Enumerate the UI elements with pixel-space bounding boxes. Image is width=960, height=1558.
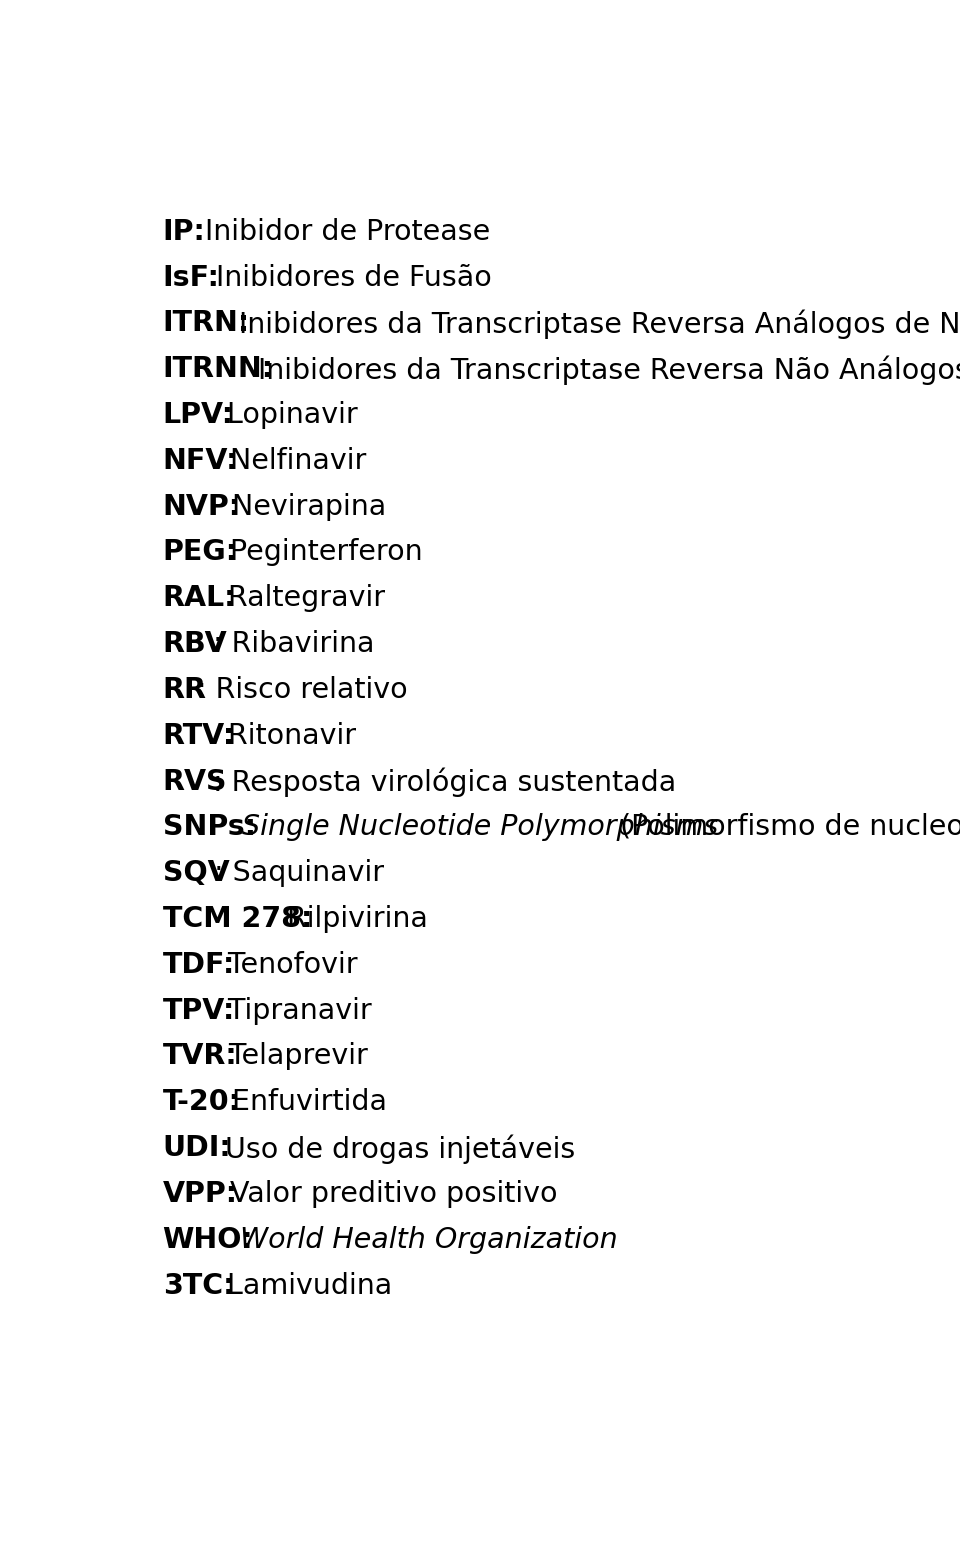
Text: RVS: RVS: [162, 768, 228, 796]
Text: Nevirapina: Nevirapina: [223, 492, 386, 520]
Text: Raltegravir: Raltegravir: [220, 584, 386, 612]
Text: Telaprevir: Telaprevir: [221, 1042, 369, 1070]
Text: Inibidor de Protease: Inibidor de Protease: [196, 218, 490, 246]
Text: Lopinavir: Lopinavir: [218, 400, 357, 428]
Text: Nelfinavir: Nelfinavir: [221, 447, 367, 475]
Text: RTV:: RTV:: [162, 721, 235, 749]
Text: Enfuvirtida: Enfuvirtida: [223, 1087, 387, 1116]
Text: VPP:: VPP:: [162, 1179, 238, 1207]
Text: LPV:: LPV:: [162, 400, 233, 428]
Text: ITRNN:: ITRNN:: [162, 355, 274, 383]
Text: Rilpivirina: Rilpivirina: [278, 905, 428, 933]
Text: Single Nucleotide Polymorphisms: Single Nucleotide Polymorphisms: [242, 813, 718, 841]
Text: TCM 278:: TCM 278:: [162, 905, 312, 933]
Text: NFV:: NFV:: [162, 447, 238, 475]
Text: TDF:: TDF:: [162, 950, 235, 978]
Text: Tenofovir: Tenofovir: [219, 950, 357, 978]
Text: SNPs:: SNPs:: [162, 813, 255, 841]
Text: RAL:: RAL:: [162, 584, 236, 612]
Text: UDI:: UDI:: [162, 1134, 231, 1162]
Text: RBV: RBV: [162, 629, 228, 657]
Text: RR: RR: [162, 676, 206, 704]
Text: Inibidores da Transcriptase Reversa Não Análogos de Nucleosídeos: Inibidores da Transcriptase Reversa Não …: [249, 355, 960, 385]
Text: Inibidores de Fusão: Inibidores de Fusão: [206, 263, 492, 291]
Text: NVP:: NVP:: [162, 492, 241, 520]
Text: Lamivudina: Lamivudina: [218, 1271, 393, 1299]
Text: World Health Organization: World Health Organization: [240, 1226, 617, 1254]
Text: Inibidores da Transcriptase Reversa Análogos de Nucleosídeos: Inibidores da Transcriptase Reversa Anál…: [230, 310, 960, 340]
Text: Ritonavir: Ritonavir: [219, 721, 355, 749]
Text: Uso de drogas injetáveis: Uso de drogas injetáveis: [216, 1134, 575, 1164]
Text: : Saquinavir: : Saquinavir: [214, 858, 384, 887]
Text: Valor preditivo positivo: Valor preditivo positivo: [221, 1179, 557, 1207]
Text: ITRN:: ITRN:: [162, 310, 250, 338]
Text: IsF:: IsF:: [162, 263, 220, 291]
Text: (Polimorfismo de nucleotídeo único): (Polimorfismo de nucleotídeo único): [611, 813, 960, 841]
Text: 3TC:: 3TC:: [162, 1271, 234, 1299]
Text: WHO:: WHO:: [162, 1226, 253, 1254]
Text: IP:: IP:: [162, 218, 205, 246]
Text: Peginterferon: Peginterferon: [221, 539, 422, 567]
Text: T-20:: T-20:: [162, 1087, 241, 1116]
Text: SQV: SQV: [162, 858, 229, 887]
Text: Tipranavir: Tipranavir: [219, 997, 372, 1025]
Text: TPV:: TPV:: [162, 997, 235, 1025]
Text: : Resposta virológica sustentada: : Resposta virológica sustentada: [212, 768, 676, 798]
Text: PEG:: PEG:: [162, 539, 238, 567]
Text: : Risco relativo: : Risco relativo: [197, 676, 407, 704]
Text: : Ribavirina: : Ribavirina: [213, 629, 374, 657]
Text: TVR:: TVR:: [162, 1042, 237, 1070]
